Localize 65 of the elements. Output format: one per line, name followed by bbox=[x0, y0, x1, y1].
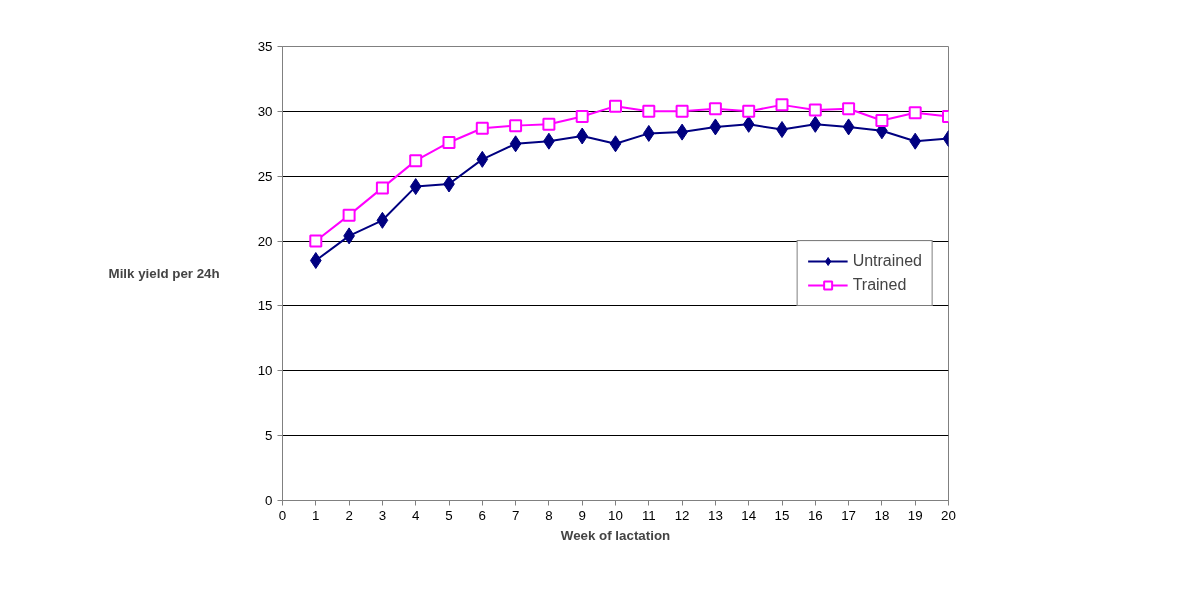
x-axis-title: Week of lactation bbox=[560, 527, 671, 543]
point bbox=[909, 132, 922, 150]
point bbox=[409, 154, 423, 168]
point bbox=[576, 127, 589, 145]
point bbox=[642, 124, 655, 142]
legend-label: Untrained bbox=[852, 252, 922, 270]
point bbox=[509, 135, 522, 153]
point bbox=[775, 98, 789, 112]
point bbox=[409, 178, 422, 196]
x-tick-label: 17 bbox=[841, 507, 857, 523]
point bbox=[609, 135, 622, 153]
x-tick-label: 5 bbox=[445, 507, 453, 523]
x-tick-label: 16 bbox=[807, 507, 823, 523]
y-tick-label: 10 bbox=[257, 363, 273, 379]
y-tick-label: 30 bbox=[257, 103, 273, 119]
x-tick-label: 14 bbox=[741, 507, 757, 523]
x-tick-label: 2 bbox=[345, 507, 353, 523]
point bbox=[842, 102, 856, 116]
x-tick-label: 8 bbox=[545, 507, 553, 523]
point bbox=[875, 113, 889, 127]
point bbox=[609, 99, 622, 113]
x-tick-label: 10 bbox=[608, 507, 623, 523]
point bbox=[708, 102, 722, 116]
point bbox=[442, 135, 456, 149]
x-tick-label: 9 bbox=[578, 507, 586, 523]
point bbox=[908, 106, 922, 120]
point bbox=[642, 104, 656, 118]
x-tick-label: 7 bbox=[511, 507, 520, 523]
point bbox=[675, 104, 689, 118]
point bbox=[375, 181, 389, 195]
y-tick-label: 5 bbox=[265, 428, 273, 444]
x-tick-label: 0 bbox=[278, 507, 287, 523]
x-tick-label: 20 bbox=[941, 507, 956, 523]
point bbox=[476, 150, 489, 168]
point bbox=[509, 119, 523, 133]
x-tick-label: 13 bbox=[707, 507, 723, 523]
y-tick-label: 25 bbox=[257, 168, 273, 184]
point bbox=[376, 211, 389, 229]
point bbox=[709, 118, 722, 136]
y-tick-label: 0 bbox=[265, 493, 273, 508]
y-tick-label: 35 bbox=[257, 39, 273, 54]
x-tick-label: 3 bbox=[378, 507, 387, 523]
x-tick-label: 6 bbox=[478, 507, 487, 523]
point bbox=[742, 104, 756, 118]
point bbox=[475, 121, 489, 135]
point bbox=[575, 110, 589, 124]
x-tick-label: 11 bbox=[641, 507, 656, 523]
y-tick-label: 15 bbox=[257, 298, 273, 314]
x-tick-label: 4 bbox=[411, 507, 420, 523]
x-tick-label: 1 bbox=[312, 507, 320, 523]
point bbox=[742, 115, 755, 133]
point bbox=[309, 234, 323, 248]
point bbox=[809, 115, 822, 133]
legend-label: Trained bbox=[852, 276, 907, 294]
x-tick-label: 18 bbox=[874, 507, 890, 523]
x-tick-label: 15 bbox=[774, 507, 790, 523]
point bbox=[542, 117, 556, 131]
point bbox=[309, 252, 322, 270]
point bbox=[342, 208, 356, 222]
point bbox=[842, 118, 855, 136]
y-axis-title: Milk yield per 24h bbox=[108, 266, 220, 281]
y-tick-label: 20 bbox=[257, 233, 273, 249]
x-tick-label: 19 bbox=[907, 507, 923, 523]
point bbox=[808, 103, 822, 117]
x-tick-label: 12 bbox=[674, 507, 690, 523]
